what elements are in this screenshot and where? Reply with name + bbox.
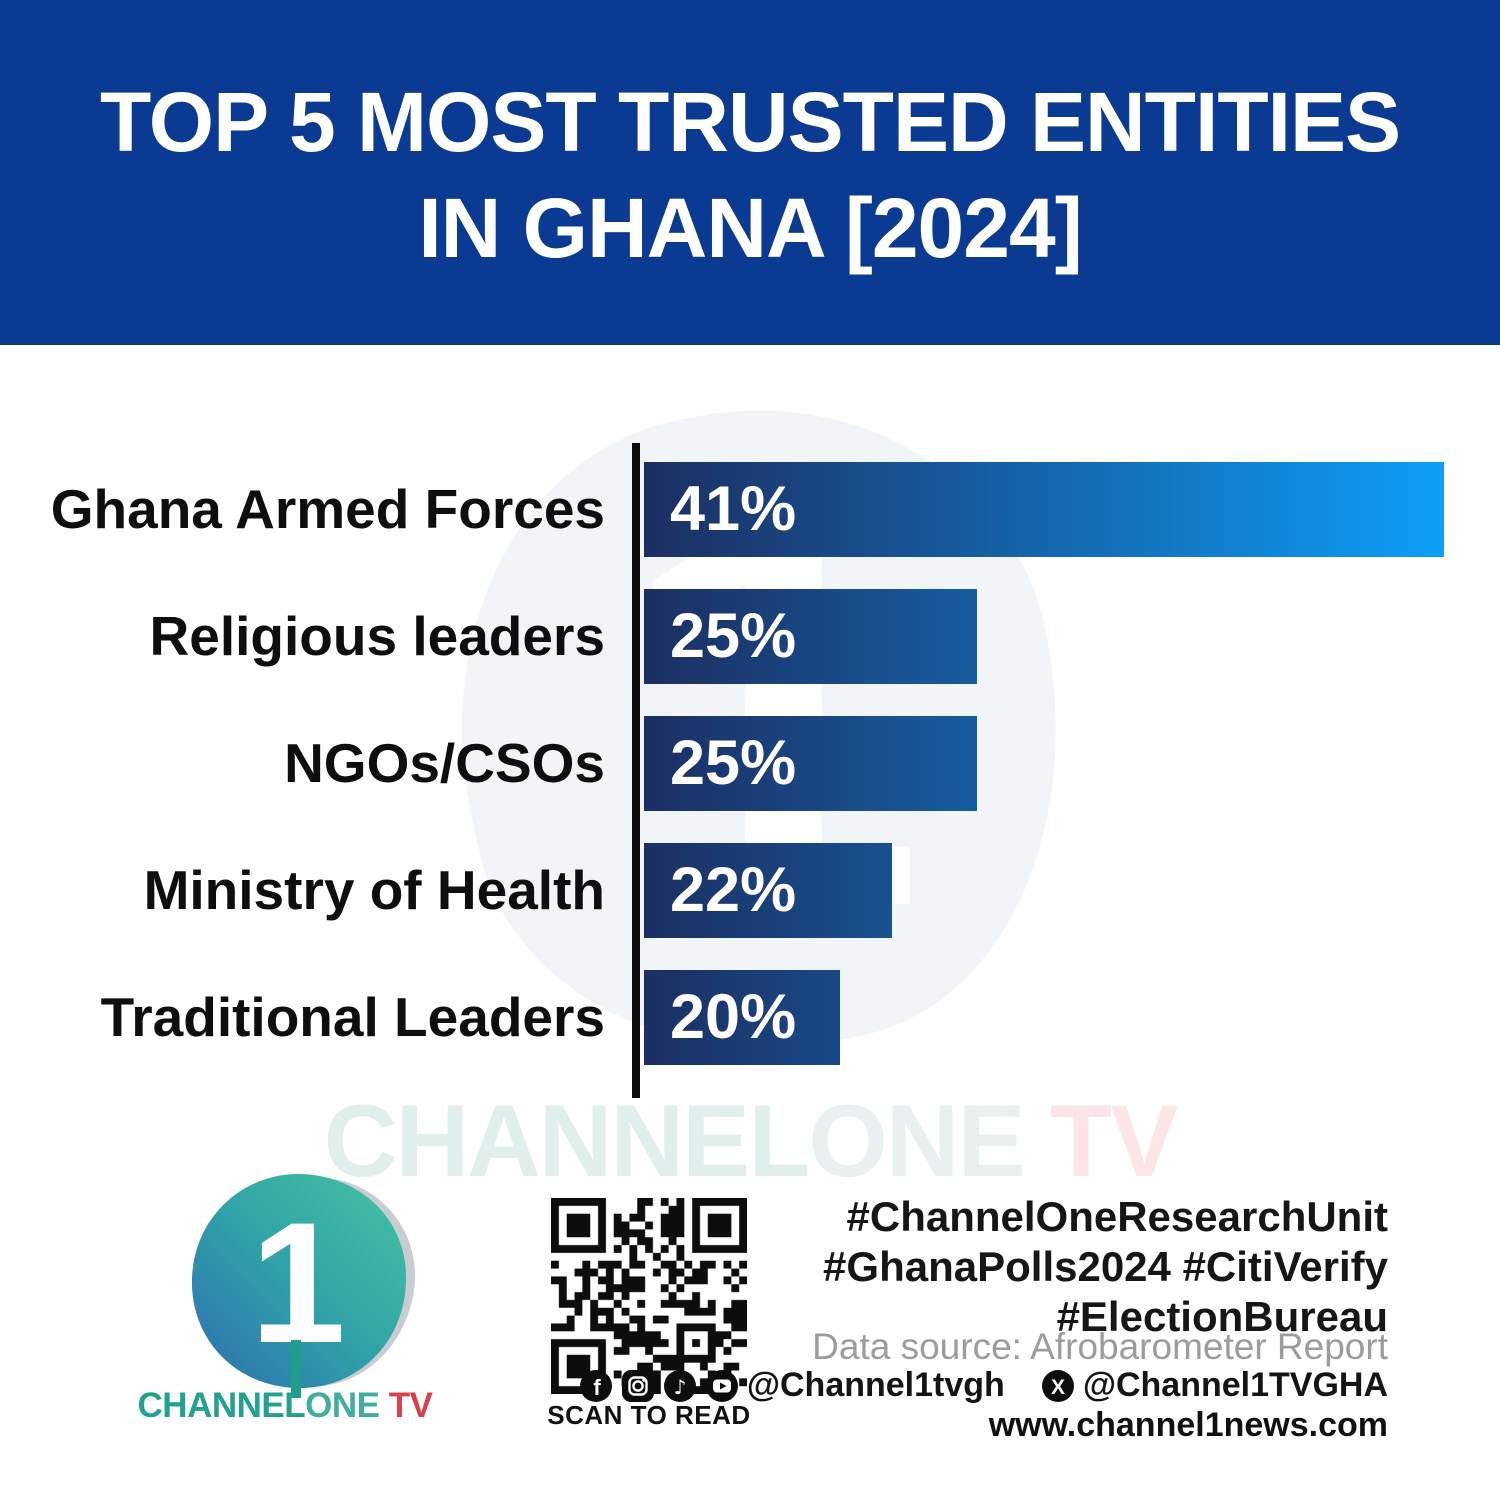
logo-wordmark: CHANNELONE TV — [130, 1386, 440, 1426]
page-title-line2: IN GHANA [2024] — [418, 180, 1082, 275]
bar: 41% — [644, 462, 1444, 557]
bar: 20% — [644, 970, 840, 1065]
qr-caption: SCAN TO READ — [547, 1400, 751, 1430]
bar-row: Ministry of Health 22% — [0, 843, 1500, 938]
youtube-icon — [705, 1369, 738, 1402]
chart-axis-line — [632, 443, 640, 1098]
category-label: NGOs/CSOs — [284, 732, 605, 794]
bar: 25% — [644, 716, 977, 811]
x-icon: X — [1041, 1369, 1074, 1402]
page-title-line1: TOP 5 MOST TRUSTED ENTITIES — [99, 75, 1401, 169]
facebook-icon: f — [579, 1369, 612, 1402]
wordmark-tv: TV — [379, 1386, 433, 1425]
bar-row: Ghana Armed Forces 41% — [0, 462, 1500, 557]
watermark-numeral-one: 1 — [614, 397, 926, 1023]
bar-row: Traditional Leaders 20% — [0, 970, 1500, 1065]
hashtag-line-2: #GhanaPolls2024 #CitiVerify — [823, 1243, 1388, 1290]
bar-row: Religious leaders 25% — [0, 589, 1500, 684]
header-banner: TOP 5 MOST TRUSTED ENTITIES IN GHANA [20… — [0, 0, 1500, 345]
svg-text:X: X — [1051, 1376, 1065, 1399]
watermark-channel: CHANNEL — [323, 1084, 811, 1198]
category-label: Religious leaders — [149, 605, 605, 667]
logo-one-stem — [291, 1340, 301, 1398]
bar-value-label: 20% — [670, 982, 797, 1052]
watermark-one: ONE — [808, 1084, 1025, 1198]
qr-code — [551, 1198, 747, 1394]
channel-one-tv-watermark: CHANNELONE TV — [0, 1083, 1500, 1200]
wordmark-channel: CHANNEL — [137, 1386, 306, 1425]
bar: 25% — [644, 589, 977, 684]
data-source-note: Data source: Afrobarometer Report — [812, 1326, 1388, 1367]
channel-one-logo: 1 — [148, 1160, 448, 1400]
category-label: Ghana Armed Forces — [50, 478, 605, 540]
bar-row: NGOs/CSOs 25% — [0, 716, 1500, 811]
hashtag-line-3: #ElectionBureau — [1056, 1293, 1388, 1340]
website-url: www.channel1news.com — [988, 1406, 1388, 1444]
bar-value-label: 41% — [670, 474, 797, 544]
svg-text:♪: ♪ — [673, 1375, 686, 1399]
category-label: Traditional Leaders — [100, 986, 605, 1048]
social-handles-row: f ♪ @Channel1tvgh X @Channel1TVGHA — [579, 1366, 1388, 1405]
category-label: Ministry of Health — [143, 859, 605, 921]
bar-value-label: 22% — [670, 855, 797, 925]
bar-value-label: 25% — [670, 728, 797, 798]
page-title: TOP 5 MOST TRUSTED ENTITIES IN GHANA [20… — [0, 70, 1500, 282]
bar-value-label: 25% — [670, 601, 797, 671]
instagram-icon — [621, 1369, 654, 1402]
logo-pick-shape — [191, 1174, 407, 1389]
x-handle: @Channel1TVGHA — [1082, 1366, 1388, 1404]
wordmark-one: ONE — [305, 1386, 380, 1425]
svg-text:f: f — [593, 1375, 601, 1400]
watermark-tv: TV — [1023, 1084, 1178, 1198]
hashtags: #ChannelOneResearchUnit #GhanaPolls2024 … — [823, 1192, 1388, 1342]
tiktok-icon: ♪ — [663, 1369, 696, 1402]
social-handle: @Channel1tvgh — [746, 1366, 1005, 1404]
bar: 22% — [644, 843, 892, 938]
hashtag-line-1: #ChannelOneResearchUnit — [846, 1193, 1389, 1240]
channel-one-logo-mark: 1 — [191, 1174, 415, 1398]
